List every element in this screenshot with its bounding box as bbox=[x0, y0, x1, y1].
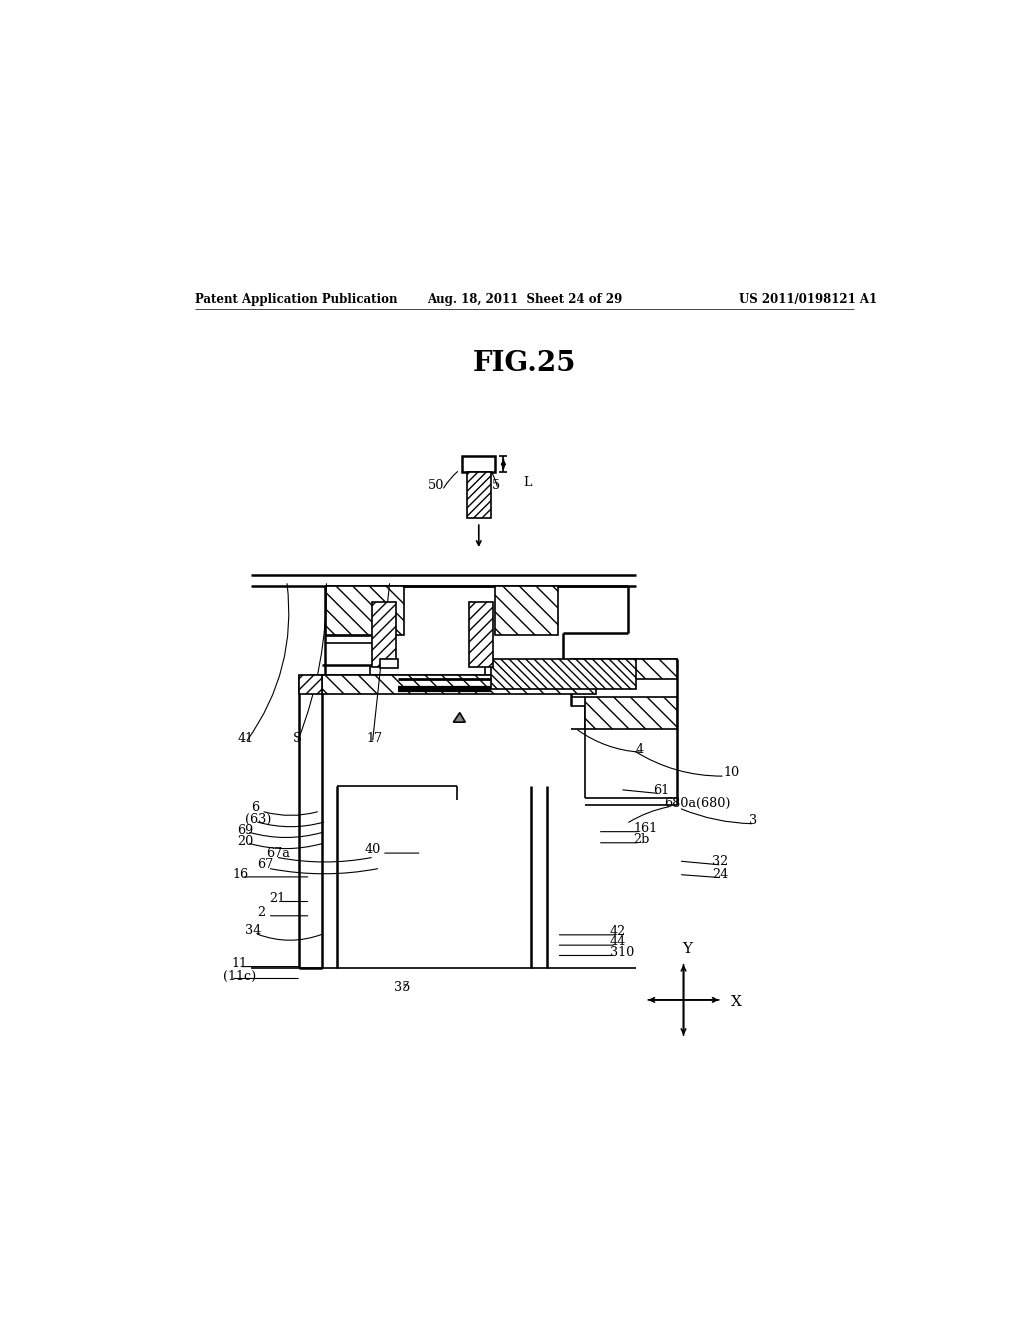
Text: 2b: 2b bbox=[634, 833, 650, 846]
Bar bbox=[467, 473, 490, 519]
Text: 69: 69 bbox=[238, 824, 254, 837]
Bar bbox=[373, 602, 396, 667]
Text: Aug. 18, 2011  Sheet 24 of 29: Aug. 18, 2011 Sheet 24 of 29 bbox=[427, 293, 623, 306]
Bar bbox=[299, 675, 322, 694]
Text: S: S bbox=[293, 731, 302, 744]
Text: 21: 21 bbox=[269, 892, 286, 904]
Bar bbox=[322, 675, 596, 694]
Text: 161: 161 bbox=[634, 822, 657, 836]
Bar bbox=[585, 697, 677, 729]
Bar bbox=[327, 586, 404, 635]
Text: 24: 24 bbox=[712, 869, 728, 880]
Text: 3: 3 bbox=[749, 814, 757, 828]
Bar bbox=[495, 586, 558, 635]
Text: 42: 42 bbox=[609, 925, 626, 939]
Text: L: L bbox=[523, 477, 531, 488]
Text: 61: 61 bbox=[653, 784, 670, 797]
Text: 67a: 67a bbox=[266, 847, 290, 861]
Bar bbox=[380, 659, 397, 668]
Text: 17: 17 bbox=[367, 731, 382, 744]
Text: 310: 310 bbox=[609, 946, 634, 958]
Text: 5: 5 bbox=[492, 479, 500, 492]
Bar bbox=[469, 602, 494, 667]
Text: 32: 32 bbox=[712, 855, 728, 869]
Text: 35: 35 bbox=[394, 981, 411, 994]
Text: 40: 40 bbox=[365, 842, 381, 855]
Text: Y: Y bbox=[682, 942, 692, 956]
Text: Patent Application Publication: Patent Application Publication bbox=[196, 293, 398, 306]
Bar bbox=[570, 659, 677, 678]
Text: X: X bbox=[730, 995, 741, 1010]
Text: 50: 50 bbox=[428, 479, 444, 492]
Text: 41: 41 bbox=[238, 731, 254, 744]
Text: 44: 44 bbox=[609, 936, 626, 949]
Text: 16: 16 bbox=[232, 869, 249, 880]
Text: 67: 67 bbox=[257, 858, 273, 871]
Text: 10: 10 bbox=[723, 767, 739, 779]
Polygon shape bbox=[454, 713, 465, 722]
Text: US 2011/0198121 A1: US 2011/0198121 A1 bbox=[739, 293, 878, 306]
Text: 680a(680): 680a(680) bbox=[665, 796, 731, 809]
Text: 4: 4 bbox=[636, 743, 644, 755]
Text: (63): (63) bbox=[245, 813, 271, 825]
Text: 34: 34 bbox=[245, 924, 261, 937]
Text: 11: 11 bbox=[231, 957, 247, 970]
Text: 20: 20 bbox=[238, 834, 254, 847]
Text: 6: 6 bbox=[251, 801, 259, 814]
Text: (11c): (11c) bbox=[223, 970, 256, 982]
Text: FIG.25: FIG.25 bbox=[473, 350, 577, 378]
Text: 2: 2 bbox=[257, 906, 265, 919]
Bar bbox=[462, 457, 496, 473]
Polygon shape bbox=[492, 659, 636, 689]
